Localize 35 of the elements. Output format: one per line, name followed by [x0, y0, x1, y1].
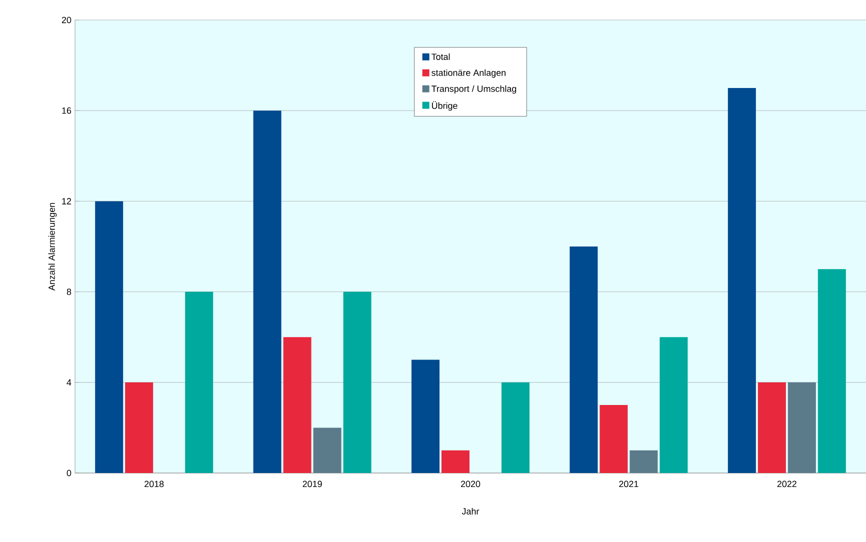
bar	[758, 382, 786, 473]
x-tick-label: 2019	[302, 480, 322, 488]
bar	[283, 337, 312, 473]
bar	[125, 382, 154, 473]
bar	[818, 269, 846, 473]
y-tick-label: 0	[66, 470, 72, 476]
bar	[95, 201, 124, 473]
y-tick-label: 20	[62, 16, 72, 24]
bar	[600, 405, 628, 473]
x-tick-label: 2021	[619, 480, 638, 488]
x-tick-label: 2018	[144, 480, 164, 488]
legend-label: Transport / Umschlag	[432, 85, 516, 94]
x-tick-label: 2022	[777, 480, 796, 488]
y-tick-label: 8	[66, 288, 72, 295]
legend-label: stationäre Anlagen	[432, 69, 506, 78]
bar	[728, 88, 756, 473]
bar	[185, 292, 214, 473]
bar	[442, 450, 470, 473]
y-tick-label: 12	[62, 198, 72, 204]
bar	[570, 246, 598, 473]
x-axis-title: Jahr	[462, 508, 480, 515]
bar	[313, 428, 342, 473]
bar	[502, 382, 530, 473]
bar	[253, 110, 282, 473]
bar	[630, 450, 658, 473]
y-axis-title: Anzahl Alarmierungen	[48, 202, 57, 291]
bar	[412, 360, 440, 473]
y-tick-label: 4	[66, 379, 72, 386]
legend-label: Total	[432, 53, 450, 60]
bar	[788, 382, 816, 473]
bar	[343, 292, 372, 473]
x-tick-label: 2020	[460, 480, 480, 488]
bar	[660, 337, 688, 473]
legend-label: Übrige	[432, 101, 458, 111]
y-tick-label: 16	[62, 107, 72, 114]
